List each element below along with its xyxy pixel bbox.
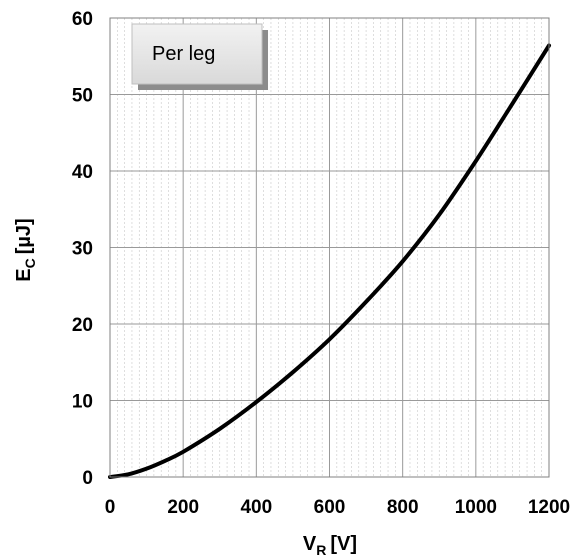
y-axis-label: EC[µJ] [13, 218, 38, 281]
x-tick-label: 1200 [528, 497, 570, 518]
annotation-box-face [131, 23, 263, 85]
y-tick-label: 20 [72, 315, 93, 336]
x-axis-label: VR [V] [303, 533, 357, 556]
y-tick-label: 40 [72, 162, 93, 183]
y-tick-label: 30 [72, 239, 93, 260]
annotation-box: Per leg [131, 23, 268, 90]
x-tick-label: 400 [240, 497, 272, 518]
y-tick-labels: 0 10 20 30 40 50 60 [72, 9, 93, 489]
x-tick-label: 600 [314, 497, 346, 518]
y-tick-label: 0 [82, 468, 93, 489]
x-tick-label: 200 [167, 497, 199, 518]
annotation-text: Per leg [152, 43, 215, 65]
y-tick-label: 10 [72, 392, 93, 413]
x-tick-label: 0 [105, 497, 116, 518]
y-tick-label: 60 [72, 9, 93, 30]
y-tick-label: 50 [72, 86, 93, 107]
series-line-ec [108, 43, 551, 479]
plot-frame [109, 17, 550, 478]
x-tick-label: 1000 [455, 497, 497, 518]
x-tick-labels: 0 200 400 600 800 1000 1200 [105, 497, 570, 518]
x-tick-label: 800 [387, 497, 419, 518]
